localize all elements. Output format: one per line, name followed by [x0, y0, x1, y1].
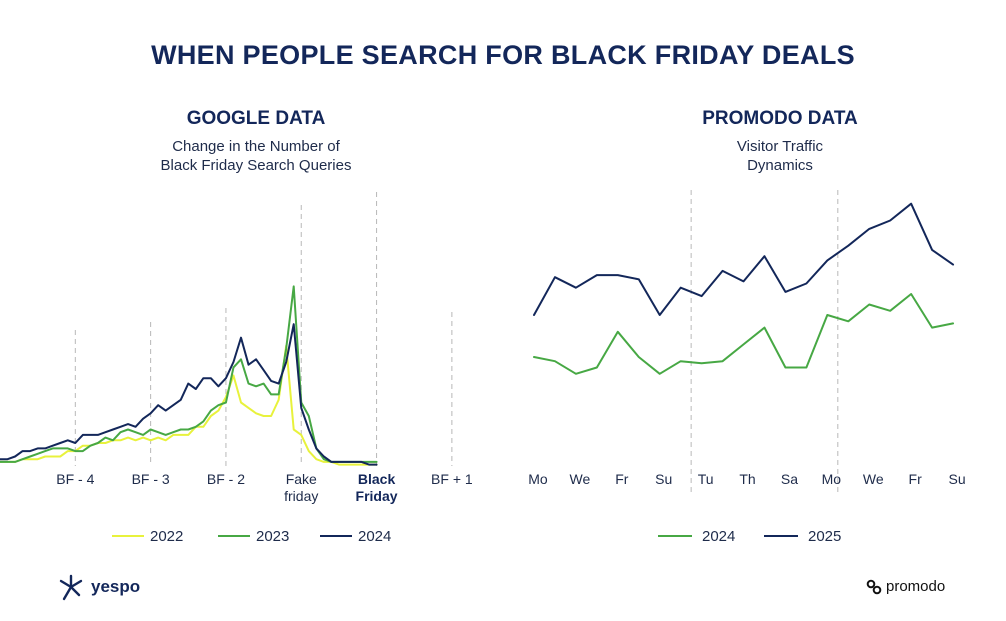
google-x-tick-label-3: BF - 2 — [207, 471, 245, 487]
google-x-tick-label-1: BF - 4 — [56, 471, 94, 487]
promodo-x-tick-label-11: Su — [948, 471, 965, 487]
promodo-chart-title: PROMODO DATA — [702, 108, 858, 129]
promodo-logo: promodo — [866, 578, 945, 595]
promodo-subtitle-line-2: Dynamics — [747, 157, 813, 174]
google-legend-label-2024: 2024 — [358, 528, 391, 545]
yespo-logo: yespo — [57, 573, 140, 601]
google-series-2022-line — [0, 344, 378, 466]
google-x-tick-label-6: BF + 1 — [431, 471, 473, 487]
promodo-x-tick-label-7: Sa — [781, 471, 798, 487]
google-chart-title: GOOGLE DATA — [186, 108, 326, 129]
yespo-asterisk-icon — [59, 574, 83, 601]
promodo-x-tick-label-5: Tu — [698, 471, 714, 487]
google-subtitle-line-2: Black Friday Search Queries — [160, 157, 352, 174]
promodo-x-tick-label-1: Mo — [528, 471, 548, 487]
promodo-mark-icon — [866, 579, 882, 594]
promodo-series-2025-line — [533, 202, 955, 316]
promodo-x-tick-label-3: Fr — [615, 471, 629, 487]
promodo-x-tick-label-8: Mo — [822, 471, 842, 487]
google-legend-label-2022: 2022 — [150, 528, 183, 545]
promodo-subtitle-line-1: Visitor Traffic — [736, 138, 824, 155]
google-x-tick-label-4-line-2: friday — [284, 488, 318, 504]
promodo-series-2024-line — [533, 293, 955, 375]
yespo-wordmark: yespo — [91, 577, 141, 596]
promodo-wordmark: promodo — [886, 578, 946, 595]
google-x-tick-label-4-line-1: Fake — [286, 471, 317, 487]
promodo-x-tick-label-2: We — [570, 471, 591, 487]
google-series-2024-line — [0, 323, 378, 466]
google-subtitle-line-1: Change in the Number of — [172, 138, 340, 155]
google-series-2023-line — [0, 285, 378, 463]
promodo-chart-subtitle: Visitor Traffic Dynamics — [680, 137, 880, 175]
google-x-tick-label-2: BF - 3 — [132, 471, 170, 487]
promodo-legend-label-2024: 2024 — [702, 528, 735, 545]
main-title: WHEN PEOPLE SEARCH FOR BLACK FRIDAY DEAL… — [151, 40, 855, 70]
promodo-x-tick-label-9: We — [863, 471, 884, 487]
google-x-tick-label-5-line-1: Black — [358, 471, 396, 487]
promodo-x-tick-label-4: Su — [655, 471, 672, 487]
google-x-tick-label-5-line-2: Friday — [356, 488, 398, 504]
google-legend-label-2023: 2023 — [256, 528, 289, 545]
promodo-legend-label-2025: 2025 — [808, 528, 841, 545]
promodo-x-tick-label-10: Fr — [909, 471, 923, 487]
promodo-x-tick-label-6: Th — [739, 471, 755, 487]
google-chart-subtitle: Change in the Number of Black Friday Sea… — [120, 137, 392, 175]
